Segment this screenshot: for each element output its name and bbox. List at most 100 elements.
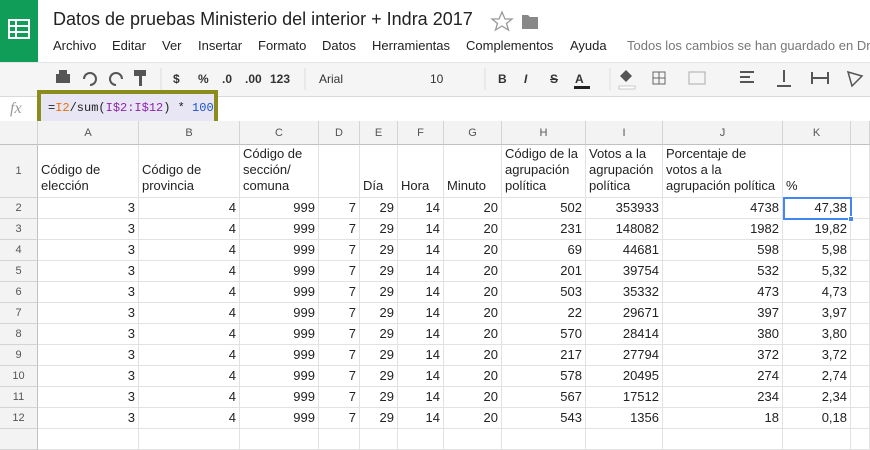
cell[interactable]: 999	[240, 366, 319, 387]
cell[interactable]: 3,72	[783, 345, 851, 366]
cell[interactable]: 27794	[586, 345, 663, 366]
cell[interactable]	[851, 366, 870, 387]
cell[interactable]: 29	[360, 387, 398, 408]
cell[interactable]: 999	[240, 261, 319, 282]
cell[interactable]: 231	[502, 219, 586, 240]
cell[interactable]: 20	[444, 324, 502, 345]
cell[interactable]	[851, 345, 870, 366]
cell[interactable]: 532	[663, 261, 783, 282]
cell[interactable]: 5,98	[783, 240, 851, 261]
cell[interactable]: 14	[398, 324, 444, 345]
cell[interactable]: 14	[398, 198, 444, 219]
cell[interactable]: 999	[240, 198, 319, 219]
cell[interactable]: 217	[502, 345, 586, 366]
row-header[interactable]: 9	[0, 345, 38, 366]
header-cell[interactable]	[851, 145, 870, 198]
cell[interactable]: 29	[360, 240, 398, 261]
cell[interactable]: 999	[240, 240, 319, 261]
menu-item[interactable]: Datos	[322, 38, 356, 53]
cell[interactable]: 503	[502, 282, 586, 303]
toolbar-label[interactable]: B	[498, 72, 507, 86]
cell[interactable]	[851, 429, 870, 450]
cell[interactable]: 35332	[586, 282, 663, 303]
menu-item[interactable]: Ver	[162, 38, 182, 53]
row-header[interactable]: 5	[0, 261, 38, 282]
cell[interactable]: 14	[398, 345, 444, 366]
cell[interactable]: 353933	[586, 198, 663, 219]
cell[interactable]: 274	[663, 366, 783, 387]
cell[interactable]: 28414	[586, 324, 663, 345]
cell[interactable]: 4	[139, 303, 240, 324]
cell[interactable]: 578	[502, 366, 586, 387]
cell[interactable]: 543	[502, 408, 586, 429]
cell[interactable]: 7	[319, 303, 360, 324]
cell[interactable]: 4	[139, 240, 240, 261]
cell[interactable]	[586, 429, 663, 450]
cell[interactable]: 20	[444, 219, 502, 240]
cell[interactable]: 7	[319, 324, 360, 345]
cell[interactable]: 3	[38, 240, 139, 261]
cell[interactable]: 7	[319, 282, 360, 303]
header-cell[interactable]: Código de provincia	[139, 145, 240, 198]
column-header[interactable]: H	[502, 121, 586, 145]
cell[interactable]: 598	[663, 240, 783, 261]
toolbar-label[interactable]: .00	[245, 72, 262, 86]
cell[interactable]: 14	[398, 282, 444, 303]
row-header[interactable]: 12	[0, 408, 38, 429]
column-header[interactable]: J	[663, 121, 783, 145]
cell[interactable]: 19,82	[783, 219, 851, 240]
toolbar-label[interactable]: Arial	[319, 72, 344, 86]
cell[interactable]: 29	[360, 198, 398, 219]
toolbar-label[interactable]: 123	[270, 72, 291, 86]
cell[interactable]: 14	[398, 387, 444, 408]
title-icons[interactable]	[490, 10, 540, 32]
cell[interactable]: 148082	[586, 219, 663, 240]
cell[interactable]	[398, 429, 444, 450]
cell[interactable]	[851, 324, 870, 345]
cell[interactable]: 0,18	[783, 408, 851, 429]
cell[interactable]	[851, 408, 870, 429]
doc-title[interactable]: Datos de pruebas Ministerio del interior…	[53, 9, 473, 29]
cell[interactable]: 18	[663, 408, 783, 429]
cell[interactable]	[851, 303, 870, 324]
menu-item[interactable]: Editar	[112, 38, 146, 53]
header-cell[interactable]: Minuto	[444, 145, 502, 198]
cell[interactable]: 29	[360, 408, 398, 429]
cell[interactable]: 999	[240, 324, 319, 345]
header-cell[interactable]: Día	[360, 145, 398, 198]
cell[interactable]	[240, 429, 319, 450]
cell[interactable]: 4	[139, 198, 240, 219]
cell[interactable]: 29	[360, 366, 398, 387]
cell[interactable]: 1982	[663, 219, 783, 240]
cell[interactable]: 7	[319, 198, 360, 219]
cell[interactable]: 20	[444, 366, 502, 387]
cell[interactable]: 39754	[586, 261, 663, 282]
column-header[interactable]: E	[360, 121, 398, 145]
cell[interactable]: 29	[360, 345, 398, 366]
toolbar-label[interactable]: A	[575, 72, 584, 86]
toolbar-label[interactable]: I	[524, 72, 528, 86]
row-header[interactable]: 7	[0, 303, 38, 324]
header-cell[interactable]: Código de elección	[38, 145, 139, 198]
column-header[interactable]: F	[398, 121, 444, 145]
toolbar-label[interactable]: 10	[430, 72, 444, 86]
cell[interactable]: 3	[38, 198, 139, 219]
cell[interactable]: 234	[663, 387, 783, 408]
cell[interactable]: 4	[139, 219, 240, 240]
cell[interactable]: 20	[444, 198, 502, 219]
cell[interactable]: 3	[38, 219, 139, 240]
header-cell[interactable]: Porcentaje de votos a la agrupación polí…	[663, 145, 783, 198]
cell[interactable]: 4738	[663, 198, 783, 219]
cell[interactable]: 20	[444, 387, 502, 408]
cell[interactable]	[38, 429, 139, 450]
cell[interactable]: 3	[38, 366, 139, 387]
header-cell[interactable]: Hora	[398, 145, 444, 198]
cell[interactable]	[851, 282, 870, 303]
cell[interactable]: 999	[240, 408, 319, 429]
row-header[interactable]: 10	[0, 366, 38, 387]
cell[interactable]: 7	[319, 387, 360, 408]
row-header[interactable]: 6	[0, 282, 38, 303]
cell[interactable]: 20495	[586, 366, 663, 387]
cell[interactable]: 4	[139, 408, 240, 429]
column-header[interactable]: I	[586, 121, 663, 145]
